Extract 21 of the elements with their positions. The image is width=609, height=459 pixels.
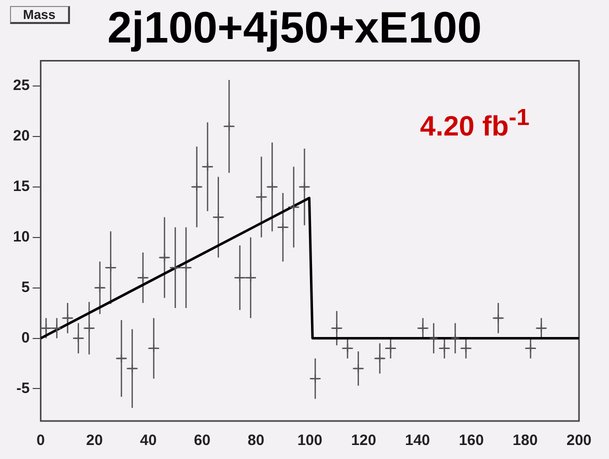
text: Mass: [10, 6, 70, 24]
x-tick-label: 40: [140, 432, 157, 450]
x-tick-label: 180: [512, 432, 538, 450]
y-tick-label: -5: [16, 380, 30, 397]
x-tick-label: 60: [194, 432, 211, 450]
y-tick-label: 20: [12, 128, 30, 145]
x-tick-label: 140: [404, 432, 430, 450]
x-tick-label: 0: [36, 432, 45, 450]
y-tick-label: 10: [12, 228, 30, 246]
x-tick-label: 80: [248, 432, 264, 450]
y-tick-label: 0: [21, 329, 30, 346]
x-tick-label: 200: [566, 432, 592, 450]
x-tick-label: 20: [86, 432, 103, 450]
y-tick-label: 15: [12, 178, 30, 196]
annotation: 4.20 fb$^{-1}$: [420, 104, 530, 142]
x-tick-label: 120: [351, 432, 376, 450]
chart-title: 2j100+4j50+xE100: [107, 4, 482, 53]
x-tick-label: 160: [458, 432, 484, 450]
x-tick-label: 100: [297, 432, 322, 450]
y-tick-label: 5: [21, 278, 30, 296]
y-tick-label: 25: [12, 77, 30, 94]
